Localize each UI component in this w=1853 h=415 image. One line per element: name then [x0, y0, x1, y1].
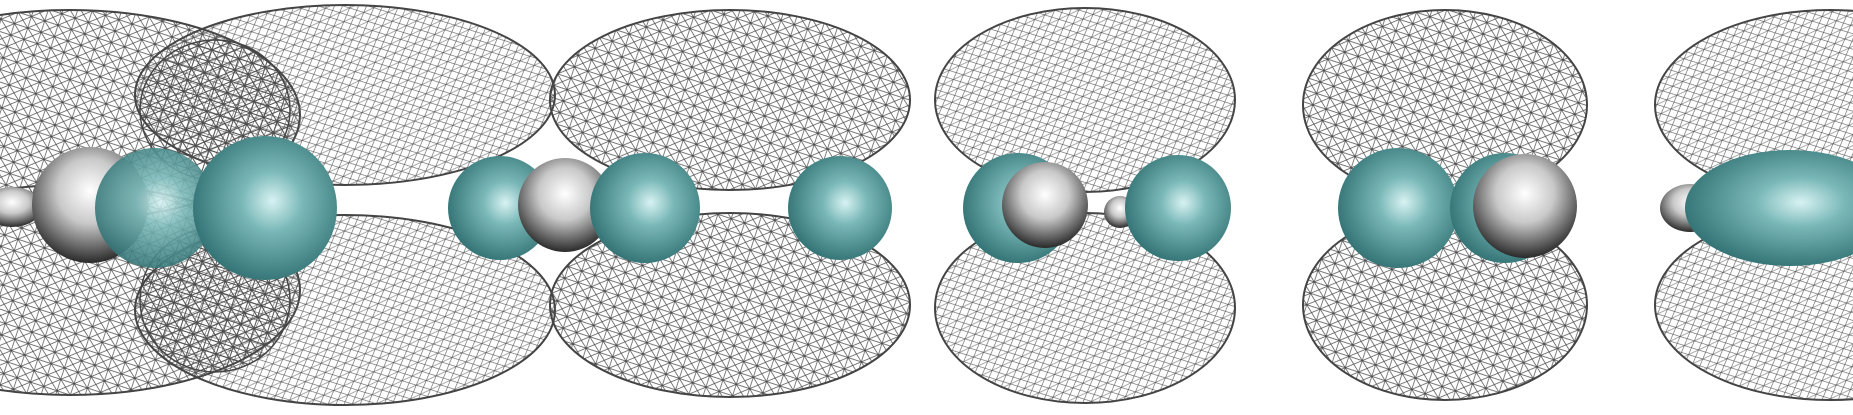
atom-white	[1002, 162, 1088, 248]
atom-teal	[95, 148, 215, 268]
atom-white	[518, 158, 612, 252]
orbital-panel-3	[1302, 9, 1588, 401]
atom-teal	[788, 156, 892, 260]
atom-white	[1473, 154, 1577, 258]
atom-white	[0, 187, 42, 227]
orbital-panel-4	[1654, 9, 1853, 401]
atom-teal	[1125, 155, 1231, 261]
atom-teal	[1685, 150, 1853, 266]
atom-teal	[590, 153, 700, 263]
orbital-panel-2	[934, 7, 1236, 404]
atom-teal	[1338, 148, 1458, 268]
orbital-panel-1	[0, 4, 911, 406]
mesh-lobe	[549, 9, 911, 191]
atom-teal	[193, 136, 337, 280]
